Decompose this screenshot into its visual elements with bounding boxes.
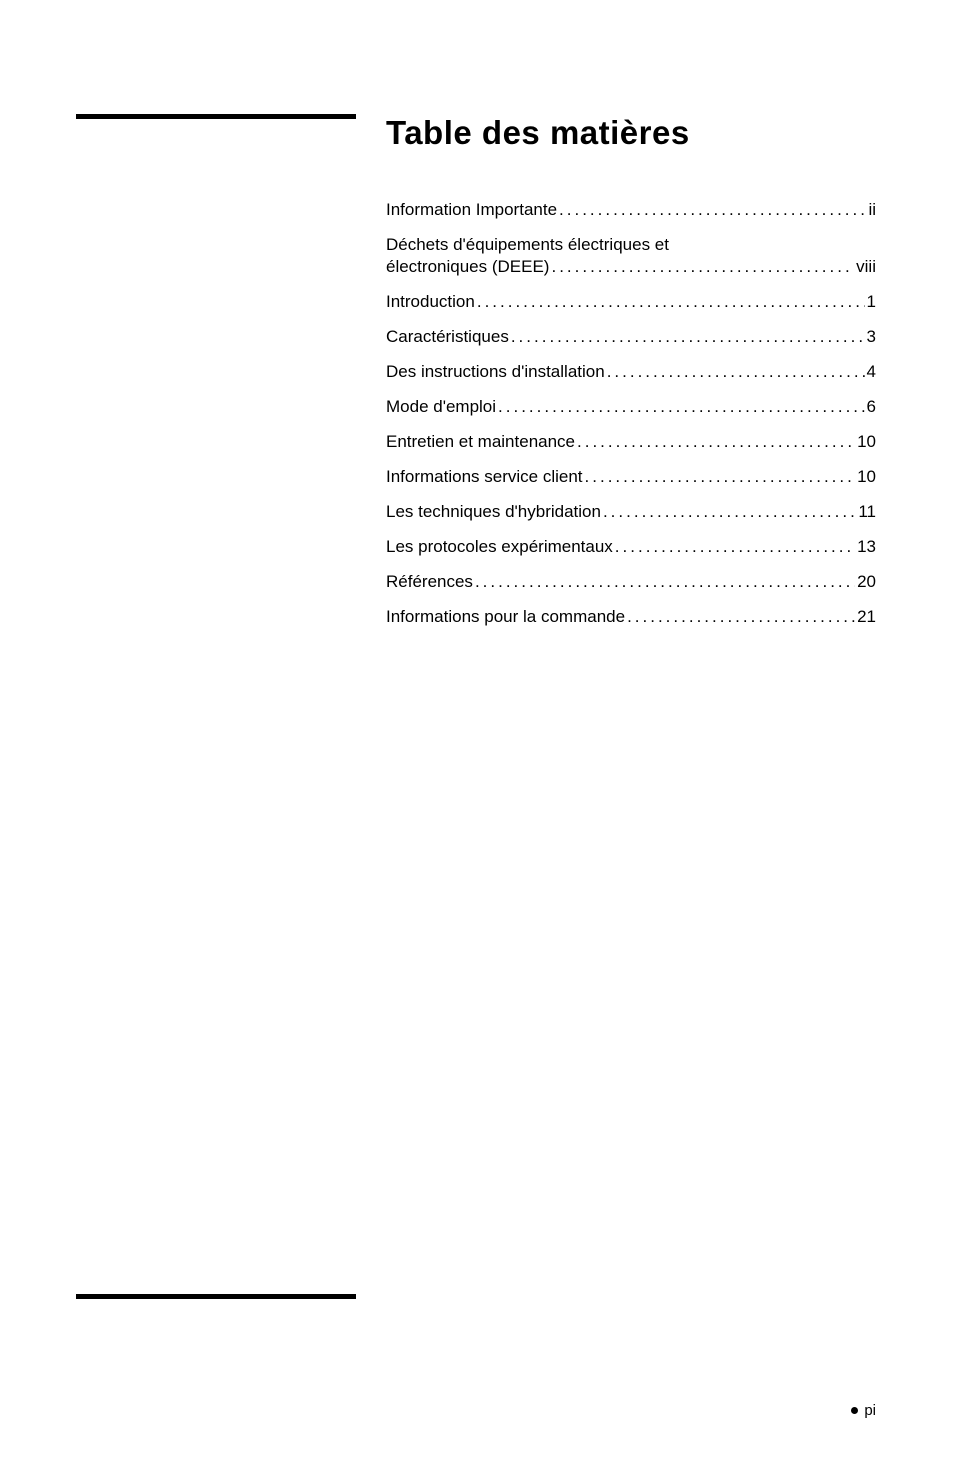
toc-label: Mode d'emploi (386, 397, 496, 417)
toc-page-number: 1 (867, 292, 876, 312)
toc-label: Les protocoles expérimentaux (386, 537, 613, 557)
toc-label: Information Importante (386, 200, 557, 220)
toc-leader-dots (477, 292, 865, 312)
toc-label-line1: Déchets d'équipements électriques et (386, 235, 876, 255)
toc-entry: Déchets d'équipements électriques etélec… (386, 235, 876, 277)
toc-page-number: 4 (867, 362, 876, 382)
toc-leader-dots (627, 607, 855, 627)
toc-leader-dots (559, 200, 866, 220)
toc-label: Des instructions d'installation (386, 362, 605, 382)
top-horizontal-rule (76, 114, 356, 119)
toc-entry: Entretien et maintenance 10 (386, 432, 876, 452)
toc-entry: Informations pour la commande 21 (386, 607, 876, 627)
toc-entry: Mode d'emploi 6 (386, 397, 876, 417)
toc-label: Informations service client (386, 467, 583, 487)
toc-leader-dots (585, 467, 856, 487)
toc-label: Références (386, 572, 473, 592)
toc-entry: Introduction 1 (386, 292, 876, 312)
toc-leader-dots (615, 537, 855, 557)
toc-label: Entretien et maintenance (386, 432, 575, 452)
toc-entry: Références 20 (386, 572, 876, 592)
toc-leader-dots (577, 432, 855, 452)
toc-entry: Information Importante ii (386, 200, 876, 220)
toc-label: Introduction (386, 292, 475, 312)
page-number: pi (864, 1402, 876, 1419)
toc-entry: Les techniques d'hybridation 11 (386, 502, 876, 522)
toc-entry: Des instructions d'installation 4 (386, 362, 876, 382)
toc-leader-dots (603, 502, 856, 522)
toc-leader-dots (551, 257, 854, 277)
toc-leader-dots (607, 362, 865, 382)
toc-page-number: 6 (867, 397, 876, 417)
toc-page-number: 10 (857, 432, 876, 452)
content-area: Table des matières Information Important… (386, 114, 876, 642)
toc-label: Informations pour la commande (386, 607, 625, 627)
toc-label: électroniques (DEEE) (386, 257, 549, 277)
toc-leader-dots (498, 397, 865, 417)
toc-entry: Informations service client 10 (386, 467, 876, 487)
toc-page-number: viii (856, 257, 876, 277)
page-title: Table des matières (386, 114, 876, 152)
toc-label-line2: électroniques (DEEE) viii (386, 257, 876, 277)
toc-page-number: 20 (857, 572, 876, 592)
toc-page-number: ii (868, 200, 876, 220)
toc-entry: Caractéristiques 3 (386, 327, 876, 347)
toc-leader-dots (511, 327, 865, 347)
table-of-contents: Information Importante ii Déchets d'équipe… (386, 200, 876, 627)
toc-label: Caractéristiques (386, 327, 509, 347)
toc-leader-dots (475, 572, 855, 592)
toc-page-number: 13 (857, 537, 876, 557)
bullet-icon (851, 1407, 858, 1414)
toc-entry: Les protocoles expérimentaux 13 (386, 537, 876, 557)
toc-page-number: 11 (858, 502, 876, 522)
toc-page-number: 10 (857, 467, 876, 487)
toc-page-number: 3 (867, 327, 876, 347)
page-footer: pi (851, 1402, 876, 1419)
toc-page-number: 21 (857, 607, 876, 627)
toc-label: Les techniques d'hybridation (386, 502, 601, 522)
bottom-horizontal-rule (76, 1294, 356, 1299)
